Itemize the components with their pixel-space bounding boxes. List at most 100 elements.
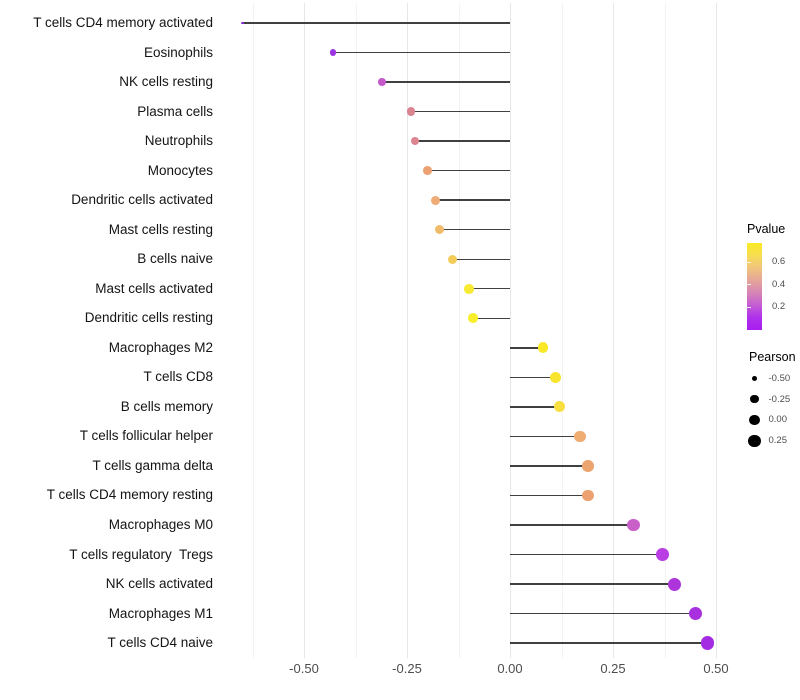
pvalue-legend-title: Pvalue [747, 222, 786, 236]
y-axis-label: Macrophages M1 [108, 605, 213, 621]
y-axis-label: T cells CD4 naive [107, 635, 213, 651]
y-axis-label: T cells regulatory Tregs [69, 546, 213, 562]
lollipop-stem [510, 376, 556, 379]
lollipop-stem [332, 51, 510, 54]
legend: Pvalue 0.6 0.4 0.2 Pearson -0.50 -0.25 0.00 0… [740, 0, 800, 700]
lollipop-dot [701, 636, 715, 650]
y-axis-label: Mast cells resting [108, 221, 213, 237]
lollipop-stem [472, 317, 510, 319]
lollipop-dot [464, 283, 474, 294]
gridline-major [510, 3, 511, 658]
y-axis-label: Eosinophils [143, 44, 213, 60]
pearson-legend-dot [750, 395, 759, 404]
lollipop-stem [382, 81, 510, 83]
lollipop-dot [553, 401, 566, 413]
lollipop-dot [411, 136, 420, 146]
pearson-legend-label: -0.25 [768, 393, 791, 405]
pvalue-tick-label: 0.6 [772, 256, 786, 267]
lollipop-dot [435, 225, 445, 235]
lollipop-dot [688, 606, 702, 621]
plot-panel [232, 3, 728, 658]
y-axis-label: NK cells activated [105, 576, 213, 592]
lollipop-dot [431, 195, 441, 205]
y-axis-label: Monocytes [147, 162, 213, 178]
lollipop-stem [415, 140, 510, 142]
y-axis-label: B cells naive [137, 251, 213, 267]
lollipop-stem [510, 347, 543, 349]
lollipop-dot [468, 313, 478, 324]
y-axis-label: Dendritic cells resting [84, 310, 213, 326]
pearson-legend-dot [751, 375, 758, 382]
pearson-legend-dot [748, 434, 761, 447]
lollipop-stem [510, 465, 589, 467]
y-axis-label: Mast cells activated [95, 280, 213, 296]
gridline-minor [252, 3, 254, 658]
y-axis-label: T cells CD4 memory activated [33, 15, 213, 30]
lollipop-dot [574, 430, 586, 443]
lollipop-dot [668, 577, 682, 591]
lollipop-dot [329, 49, 337, 56]
lollipop-stem [510, 406, 560, 408]
pvalue-tick-label: 0.4 [772, 278, 786, 290]
lollipop-stem [452, 258, 510, 260]
lollipop-dot [627, 518, 640, 532]
pvalue-colorbar [747, 243, 762, 330]
pearson-legend-dot [749, 414, 760, 426]
lollipop-stem [242, 22, 510, 24]
lollipop-dot [549, 371, 561, 383]
lollipop-stem [468, 288, 510, 290]
gridline-major [613, 3, 614, 658]
pearson-legend-label: 0.25 [768, 435, 788, 447]
lollipop-dot [378, 78, 387, 86]
y-axis-label: Neutrophils [144, 133, 213, 149]
x-axis-tick-label: -0.25 [392, 661, 422, 676]
gridline-minor [458, 3, 460, 658]
lollipop-dot [447, 254, 457, 264]
pearson-legend-label: -0.50 [768, 373, 791, 384]
y-axis-label: Macrophages M0 [108, 517, 213, 532]
lollipop-stem [510, 583, 675, 585]
lollipop-stem [435, 199, 510, 201]
lollipop-stem [510, 435, 581, 438]
gridline-major [716, 3, 717, 658]
y-axis-label: T cells CD4 memory resting [46, 487, 213, 503]
lollipop-stem [510, 553, 663, 556]
lollipop-stem [510, 494, 589, 497]
lollipop-stem [427, 169, 510, 172]
lollipop-dot [406, 107, 416, 116]
lollipop-stem [510, 612, 696, 615]
x-axis-tick-label: 0.25 [600, 661, 626, 676]
y-axis-label: Plasma cells [137, 103, 213, 119]
pearson-legend-title: Pearson [749, 350, 796, 364]
lollipop-dot [537, 342, 549, 354]
lollipop-dot [240, 21, 244, 25]
gridline-major [407, 3, 408, 658]
lollipop-stem [510, 524, 634, 526]
lollipop-stem [510, 642, 708, 644]
y-axis-label: T cells follicular helper [79, 428, 213, 444]
gridline-minor [561, 3, 563, 658]
x-axis-tick-label: -0.50 [289, 661, 319, 676]
gridline-minor [664, 3, 666, 658]
lollipop-stem [411, 110, 510, 113]
y-axis-label: B cells memory [120, 398, 213, 414]
x-axis-tick-label: 0.50 [703, 661, 729, 676]
y-axis-label: Macrophages M2 [108, 339, 213, 355]
x-axis-tick-label: 0.00 [497, 661, 523, 676]
lollipop-dot [582, 460, 595, 472]
gridline-minor [355, 3, 357, 658]
pvalue-tick-mark [747, 306, 751, 308]
y-axis-label: T cells gamma delta [92, 457, 213, 473]
pearson-legend-label: 0.00 [768, 414, 788, 426]
pvalue-tick-mark [747, 284, 751, 285]
y-axis-label: Dendritic cells activated [71, 192, 213, 208]
pvalue-tick-mark [747, 261, 751, 263]
gridline-major [304, 3, 305, 658]
lollipop-stem [439, 229, 510, 231]
lollipop-dot [423, 166, 432, 175]
y-axis-label: NK cells resting [119, 74, 213, 90]
pvalue-tick-label: 0.2 [772, 301, 786, 312]
lollipop-dot [582, 489, 595, 502]
y-axis-label: T cells CD8 [143, 369, 213, 385]
